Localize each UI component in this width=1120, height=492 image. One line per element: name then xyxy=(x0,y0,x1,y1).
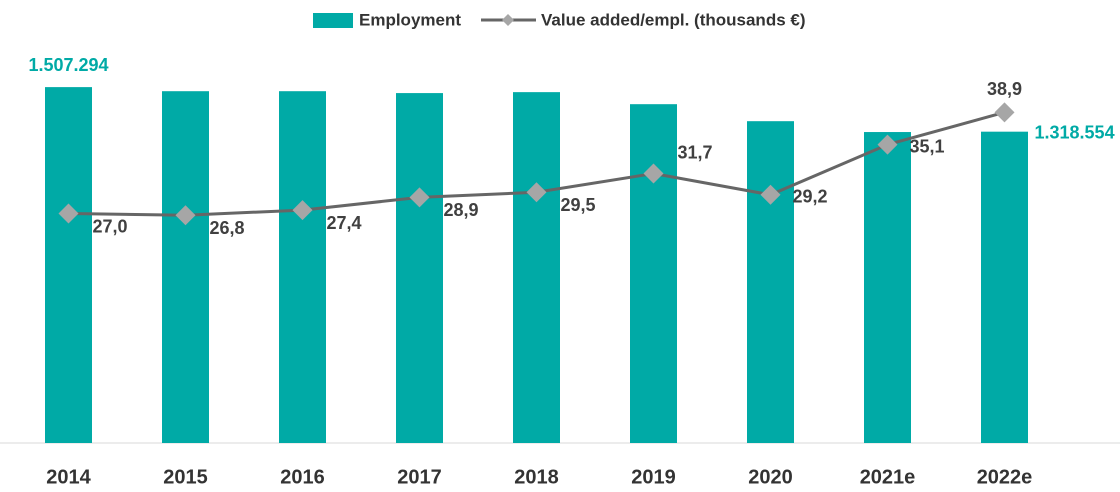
line-marker xyxy=(409,187,430,208)
x-tick-label: 2020 xyxy=(748,466,793,488)
line-value-label: 26,8 xyxy=(210,218,245,238)
bar-value-label: 1.507.294 xyxy=(28,55,108,75)
x-tick-label: 2014 xyxy=(46,466,91,488)
legend-marker xyxy=(502,14,514,26)
line-value-label: 35,1 xyxy=(910,136,945,156)
bar xyxy=(864,132,911,443)
line-marker xyxy=(292,200,313,221)
line-marker xyxy=(526,182,547,203)
x-tick-label: 2016 xyxy=(280,466,325,488)
bar xyxy=(513,92,560,443)
line-value-label: 29,5 xyxy=(561,195,596,215)
bar xyxy=(162,91,209,443)
legend-swatch-bar xyxy=(313,13,353,28)
line-value-label: 38,9 xyxy=(987,79,1022,99)
bar xyxy=(279,91,326,443)
legend-label: Value added/empl. (thousands €) xyxy=(541,10,806,29)
bar xyxy=(630,104,677,444)
bar-value-label: 1.318.554 xyxy=(1035,122,1115,142)
line-value-label: 27,0 xyxy=(93,216,128,236)
line-value-label: 31,7 xyxy=(678,142,713,162)
line-marker xyxy=(760,184,781,205)
line-value-label: 28,9 xyxy=(444,200,479,220)
bar xyxy=(747,121,794,444)
line-marker xyxy=(175,205,196,226)
bar xyxy=(981,131,1028,443)
line-value-label: 29,2 xyxy=(793,187,828,207)
x-tick-label: 2019 xyxy=(631,466,676,488)
bar xyxy=(45,87,92,443)
legend-label: Employment xyxy=(359,10,461,29)
line-value-label: 27,4 xyxy=(327,213,362,233)
x-tick-label: 2022e xyxy=(977,466,1033,488)
x-tick-label: 2015 xyxy=(163,466,208,488)
x-tick-label: 2021e xyxy=(860,466,916,488)
line-marker xyxy=(877,134,898,155)
line-marker xyxy=(994,102,1015,123)
x-tick-label: 2017 xyxy=(397,466,442,488)
line-marker xyxy=(643,163,664,184)
bar xyxy=(396,93,443,443)
line-marker xyxy=(58,203,79,224)
x-tick-label: 2018 xyxy=(514,466,559,488)
